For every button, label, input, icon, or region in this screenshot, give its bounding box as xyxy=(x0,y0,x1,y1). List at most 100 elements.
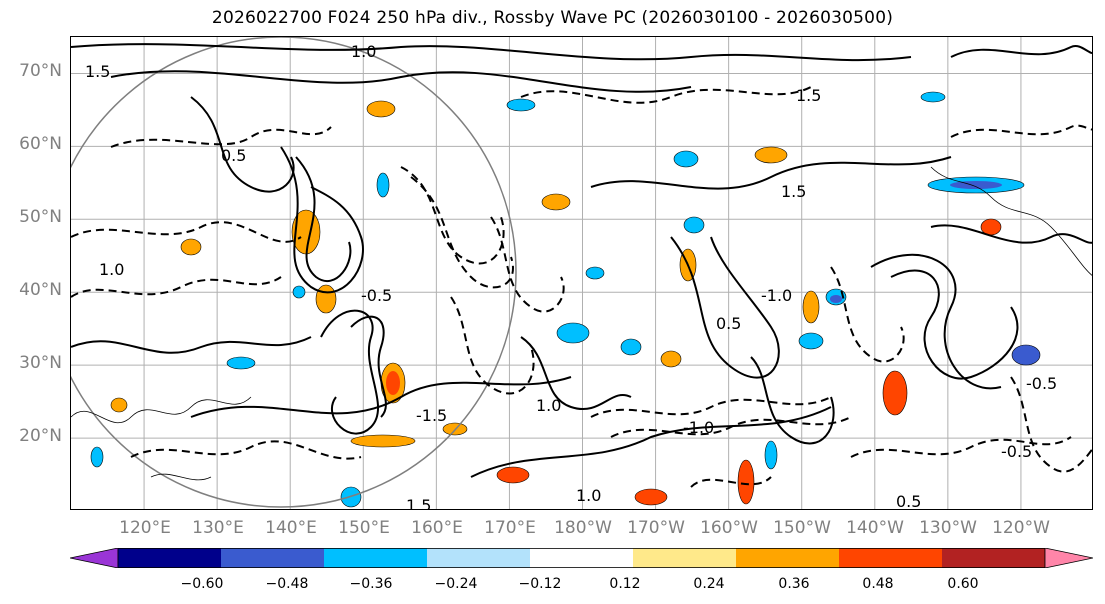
reference-circle xyxy=(71,37,517,508)
div-blob xyxy=(366,100,396,118)
contour-line xyxy=(950,44,1092,58)
colorbar-tick: −0.48 xyxy=(265,576,309,592)
contour-line xyxy=(1010,376,1092,473)
contour-line xyxy=(850,436,1072,458)
div-blob xyxy=(634,488,668,506)
conv-blob xyxy=(226,356,256,370)
colorbar-segment xyxy=(633,548,737,568)
contour-line xyxy=(110,126,332,148)
lon-label: 130°W xyxy=(919,518,977,538)
colorbar-tick: 0.48 xyxy=(862,576,894,592)
contour-line xyxy=(590,156,952,190)
lon-label: 120°W xyxy=(992,518,1050,538)
colorbar-tick: 0.24 xyxy=(693,576,725,592)
contour-line xyxy=(450,296,535,395)
div-blob xyxy=(496,466,530,484)
colorbar-segment xyxy=(221,548,325,568)
contour-label: 0.5 xyxy=(716,314,741,333)
contour-line xyxy=(490,216,565,313)
colorbar-segments xyxy=(70,548,1093,568)
colorbar-tick: −0.60 xyxy=(180,576,224,592)
contour-line xyxy=(520,86,812,104)
contour-line xyxy=(890,269,1019,380)
contour-line xyxy=(320,309,380,435)
lon-label: 120°E xyxy=(119,518,171,538)
contour-line xyxy=(950,124,1092,138)
contour-label: 1.5 xyxy=(796,86,821,105)
contour-line xyxy=(190,376,572,418)
colorbar-tick: −0.24 xyxy=(434,576,478,592)
conv-blob xyxy=(1011,344,1041,366)
contour-line xyxy=(71,43,912,62)
contour-label: -0.5 xyxy=(361,286,392,305)
conv-blob xyxy=(683,216,705,234)
colorbar-tick: 0.12 xyxy=(609,576,641,592)
colorbar xyxy=(70,548,1093,568)
contour-line xyxy=(71,221,302,243)
div-blob xyxy=(882,370,908,416)
map-canvas: 1.5 1.0 0.5 1.5 1.0 -0.5 -1.0 0.5 -1.5 1… xyxy=(71,37,1092,510)
map-gridlines xyxy=(71,37,1092,509)
colorbar-tick: −0.36 xyxy=(349,576,393,592)
div-blob xyxy=(754,146,788,164)
conv-blob xyxy=(798,332,824,350)
conv-blob xyxy=(920,91,946,103)
contour-line xyxy=(280,146,364,294)
contour-line xyxy=(690,476,772,488)
lat-label: 40°N xyxy=(19,280,62,300)
map-title: 2026022700 F024 250 hPa div., Rossby Wav… xyxy=(211,8,894,28)
colorbar-segment xyxy=(324,548,428,568)
contour-line xyxy=(610,416,852,438)
colorbar-segment xyxy=(736,548,840,568)
div-blob xyxy=(180,238,202,256)
coastlines xyxy=(71,166,1092,481)
contour-label: 0.5 xyxy=(896,492,921,510)
contour-line xyxy=(930,224,1092,244)
lon-label: 130°E xyxy=(192,518,244,538)
colorbar-extend-high xyxy=(1044,548,1093,568)
div-blob xyxy=(737,459,755,505)
coastline xyxy=(930,166,1092,276)
contour-line xyxy=(590,396,832,418)
lat-label: 20°N xyxy=(19,426,62,446)
lon-label: 180°W xyxy=(554,518,612,538)
conv-blob xyxy=(506,98,536,112)
lat-label: 70°N xyxy=(19,61,62,81)
contour-label: -1.5 xyxy=(416,406,447,425)
contour-label: -1.0 xyxy=(683,418,714,437)
contour-label: 1.5 xyxy=(781,182,806,201)
colorbar-tick: 0.60 xyxy=(947,576,979,592)
contour-line xyxy=(71,276,282,298)
conv-blob xyxy=(764,440,778,470)
div-blob xyxy=(350,434,416,448)
coastline xyxy=(150,473,212,481)
div-blob xyxy=(386,371,400,395)
contour-line xyxy=(71,336,312,354)
lon-label: 140°E xyxy=(265,518,317,538)
contour-label: 0.5 xyxy=(221,146,246,165)
contour-line xyxy=(110,70,692,93)
contour-label: 1.5 xyxy=(406,496,431,510)
conv-blob xyxy=(585,266,605,280)
contour-labels: 1.5 1.0 0.5 1.5 1.0 -0.5 -1.0 0.5 -1.5 1… xyxy=(85,42,1057,510)
div-blob xyxy=(315,284,337,314)
map-panel: 1.5 1.0 0.5 1.5 1.0 -0.5 -1.0 0.5 -1.5 1… xyxy=(70,36,1093,510)
lat-label: 50°N xyxy=(19,207,62,227)
contour-label: 1.0 xyxy=(99,260,124,279)
colorbar-segment xyxy=(839,548,943,568)
div-blob xyxy=(660,350,682,368)
coastline xyxy=(71,396,252,424)
conv-blob xyxy=(90,446,104,468)
lon-label: 160°W xyxy=(700,518,758,538)
lat-label: 60°N xyxy=(19,134,62,154)
contour-line xyxy=(520,336,632,410)
conv-blob xyxy=(376,172,390,198)
div-blob xyxy=(541,193,571,211)
colorbar-tick: 0.36 xyxy=(778,576,810,592)
div-blob xyxy=(802,290,820,324)
colorbar-extend-low xyxy=(70,548,119,568)
contour-line xyxy=(830,266,905,363)
contour-label: 1.0 xyxy=(536,396,561,415)
div-blob xyxy=(110,397,128,413)
colorbar-segment xyxy=(530,548,634,568)
